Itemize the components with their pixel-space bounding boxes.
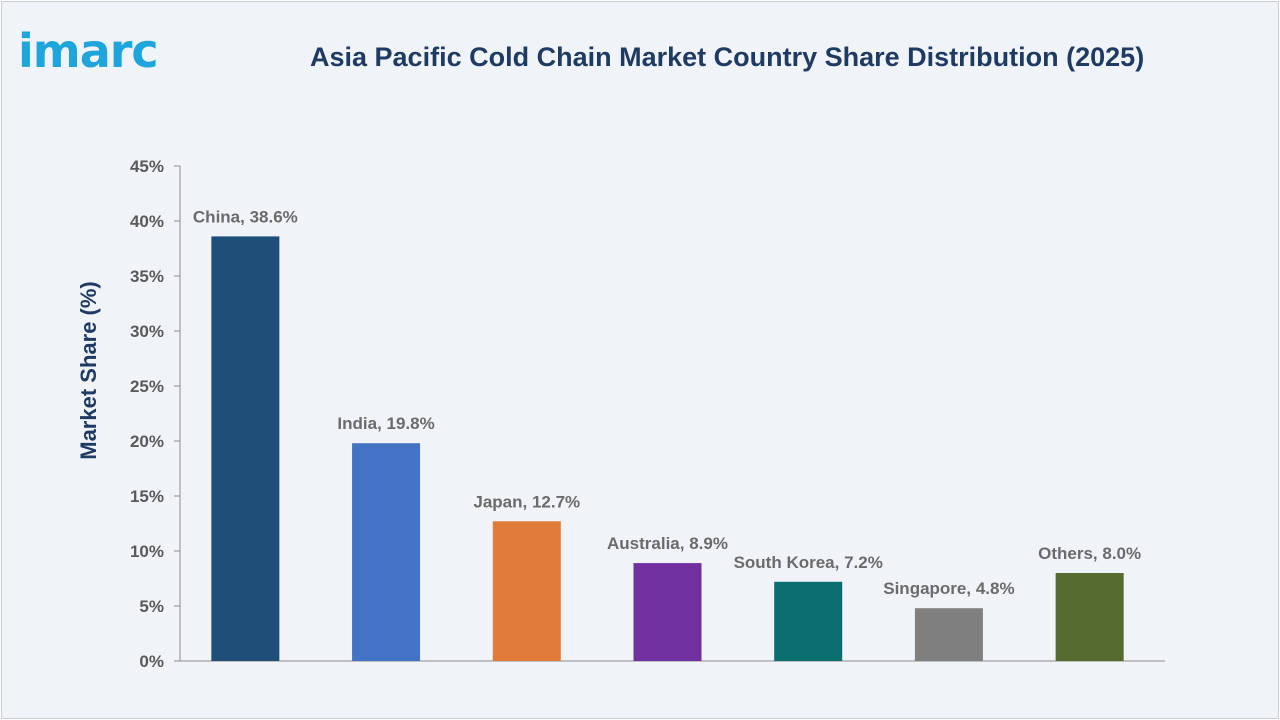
y-tick-label: 45% bbox=[130, 157, 164, 176]
y-axis-label: Market Share (%) bbox=[76, 281, 101, 460]
y-tick-label: 0% bbox=[139, 652, 164, 671]
data-label: India, 19.8% bbox=[337, 414, 434, 433]
bar-south-korea bbox=[774, 581, 843, 661]
bar-singapore bbox=[914, 608, 983, 661]
y-tick-label: 10% bbox=[130, 542, 164, 561]
imarc-logo: imarc bbox=[18, 24, 159, 78]
y-tick-label: 25% bbox=[130, 377, 164, 396]
y-axis: 0% 5% 10% 15% 20% 25% 30% 35% 40% 45% bbox=[130, 157, 1165, 671]
data-label: Australia, 8.9% bbox=[607, 534, 728, 553]
y-tick-label: 20% bbox=[130, 432, 164, 451]
y-tick-label: 35% bbox=[130, 267, 164, 286]
data-label: Singapore, 4.8% bbox=[883, 579, 1014, 598]
bars bbox=[211, 236, 1124, 661]
bar-australia bbox=[633, 563, 702, 661]
data-label: Others, 8.0% bbox=[1038, 544, 1141, 563]
data-labels: China, 38.6% India, 19.8% Japan, 12.7% Aust… bbox=[193, 207, 1141, 598]
y-tick-label: 40% bbox=[130, 212, 164, 231]
bar-india bbox=[352, 443, 421, 661]
bar-japan bbox=[492, 521, 561, 661]
bar-others bbox=[1055, 573, 1124, 661]
data-label: China, 38.6% bbox=[193, 207, 298, 226]
bar-china bbox=[211, 236, 280, 661]
y-tick-label: 15% bbox=[130, 487, 164, 506]
y-tick-label: 30% bbox=[130, 322, 164, 341]
y-tick-label: 5% bbox=[139, 597, 164, 616]
data-label: Japan, 12.7% bbox=[473, 492, 580, 511]
chart-title: Asia Pacific Cold Chain Market Country S… bbox=[310, 42, 1145, 72]
data-label: South Korea, 7.2% bbox=[734, 553, 883, 572]
